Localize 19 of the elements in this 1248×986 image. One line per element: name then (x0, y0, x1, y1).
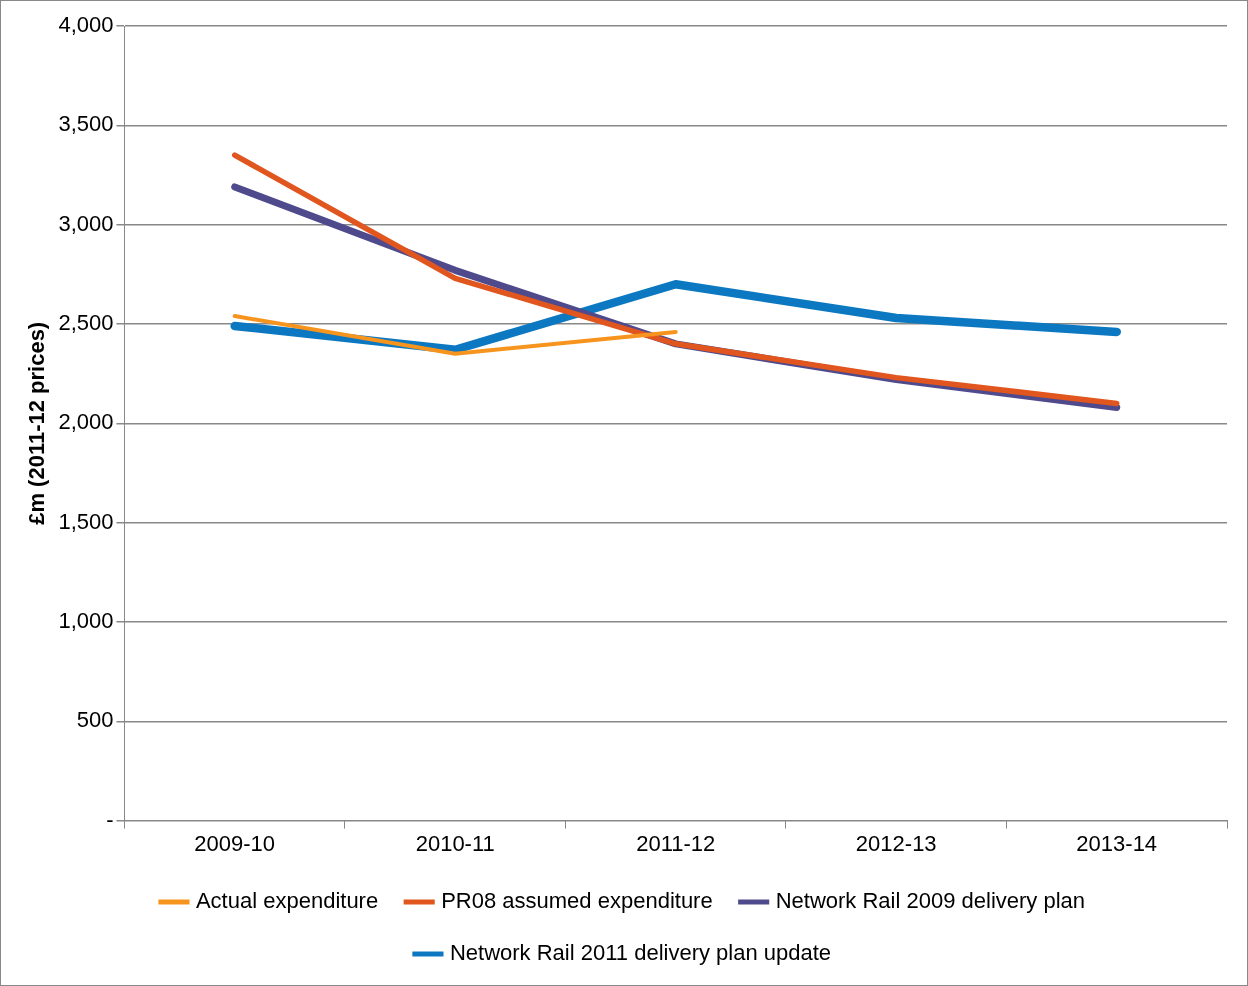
x-tick-label: 2009-10 (194, 830, 276, 856)
legend-label: PR08 assumed expenditure (441, 888, 713, 914)
y-tick-label: - (106, 806, 114, 832)
x-tick-label: 2010-11 (415, 830, 495, 856)
y-tick-label: 4,000 (58, 12, 114, 38)
y-tick-label: 500 (76, 707, 114, 733)
y-tick-label: 1,000 (58, 608, 114, 634)
x-tick-label: 2012-13 (855, 830, 937, 856)
y-tick-label: 1,500 (58, 508, 114, 534)
y-tick-label: 2,500 (58, 310, 114, 336)
y-tick-label: 3,000 (58, 210, 114, 236)
x-tick-label: 2013-14 (1076, 830, 1158, 856)
x-tick-label: 2011-12 (636, 830, 716, 856)
legend-label: Network Rail 2011 delivery plan update (449, 940, 832, 966)
y-axis-title: £m (2011-12 prices) (24, 321, 50, 525)
y-tick-label: 3,500 (58, 111, 114, 137)
y-tick-label: 2,000 (58, 409, 114, 435)
legend-label: Network Rail 2009 delivery plan (775, 888, 1086, 914)
legend-label: Actual expenditure (195, 888, 379, 914)
